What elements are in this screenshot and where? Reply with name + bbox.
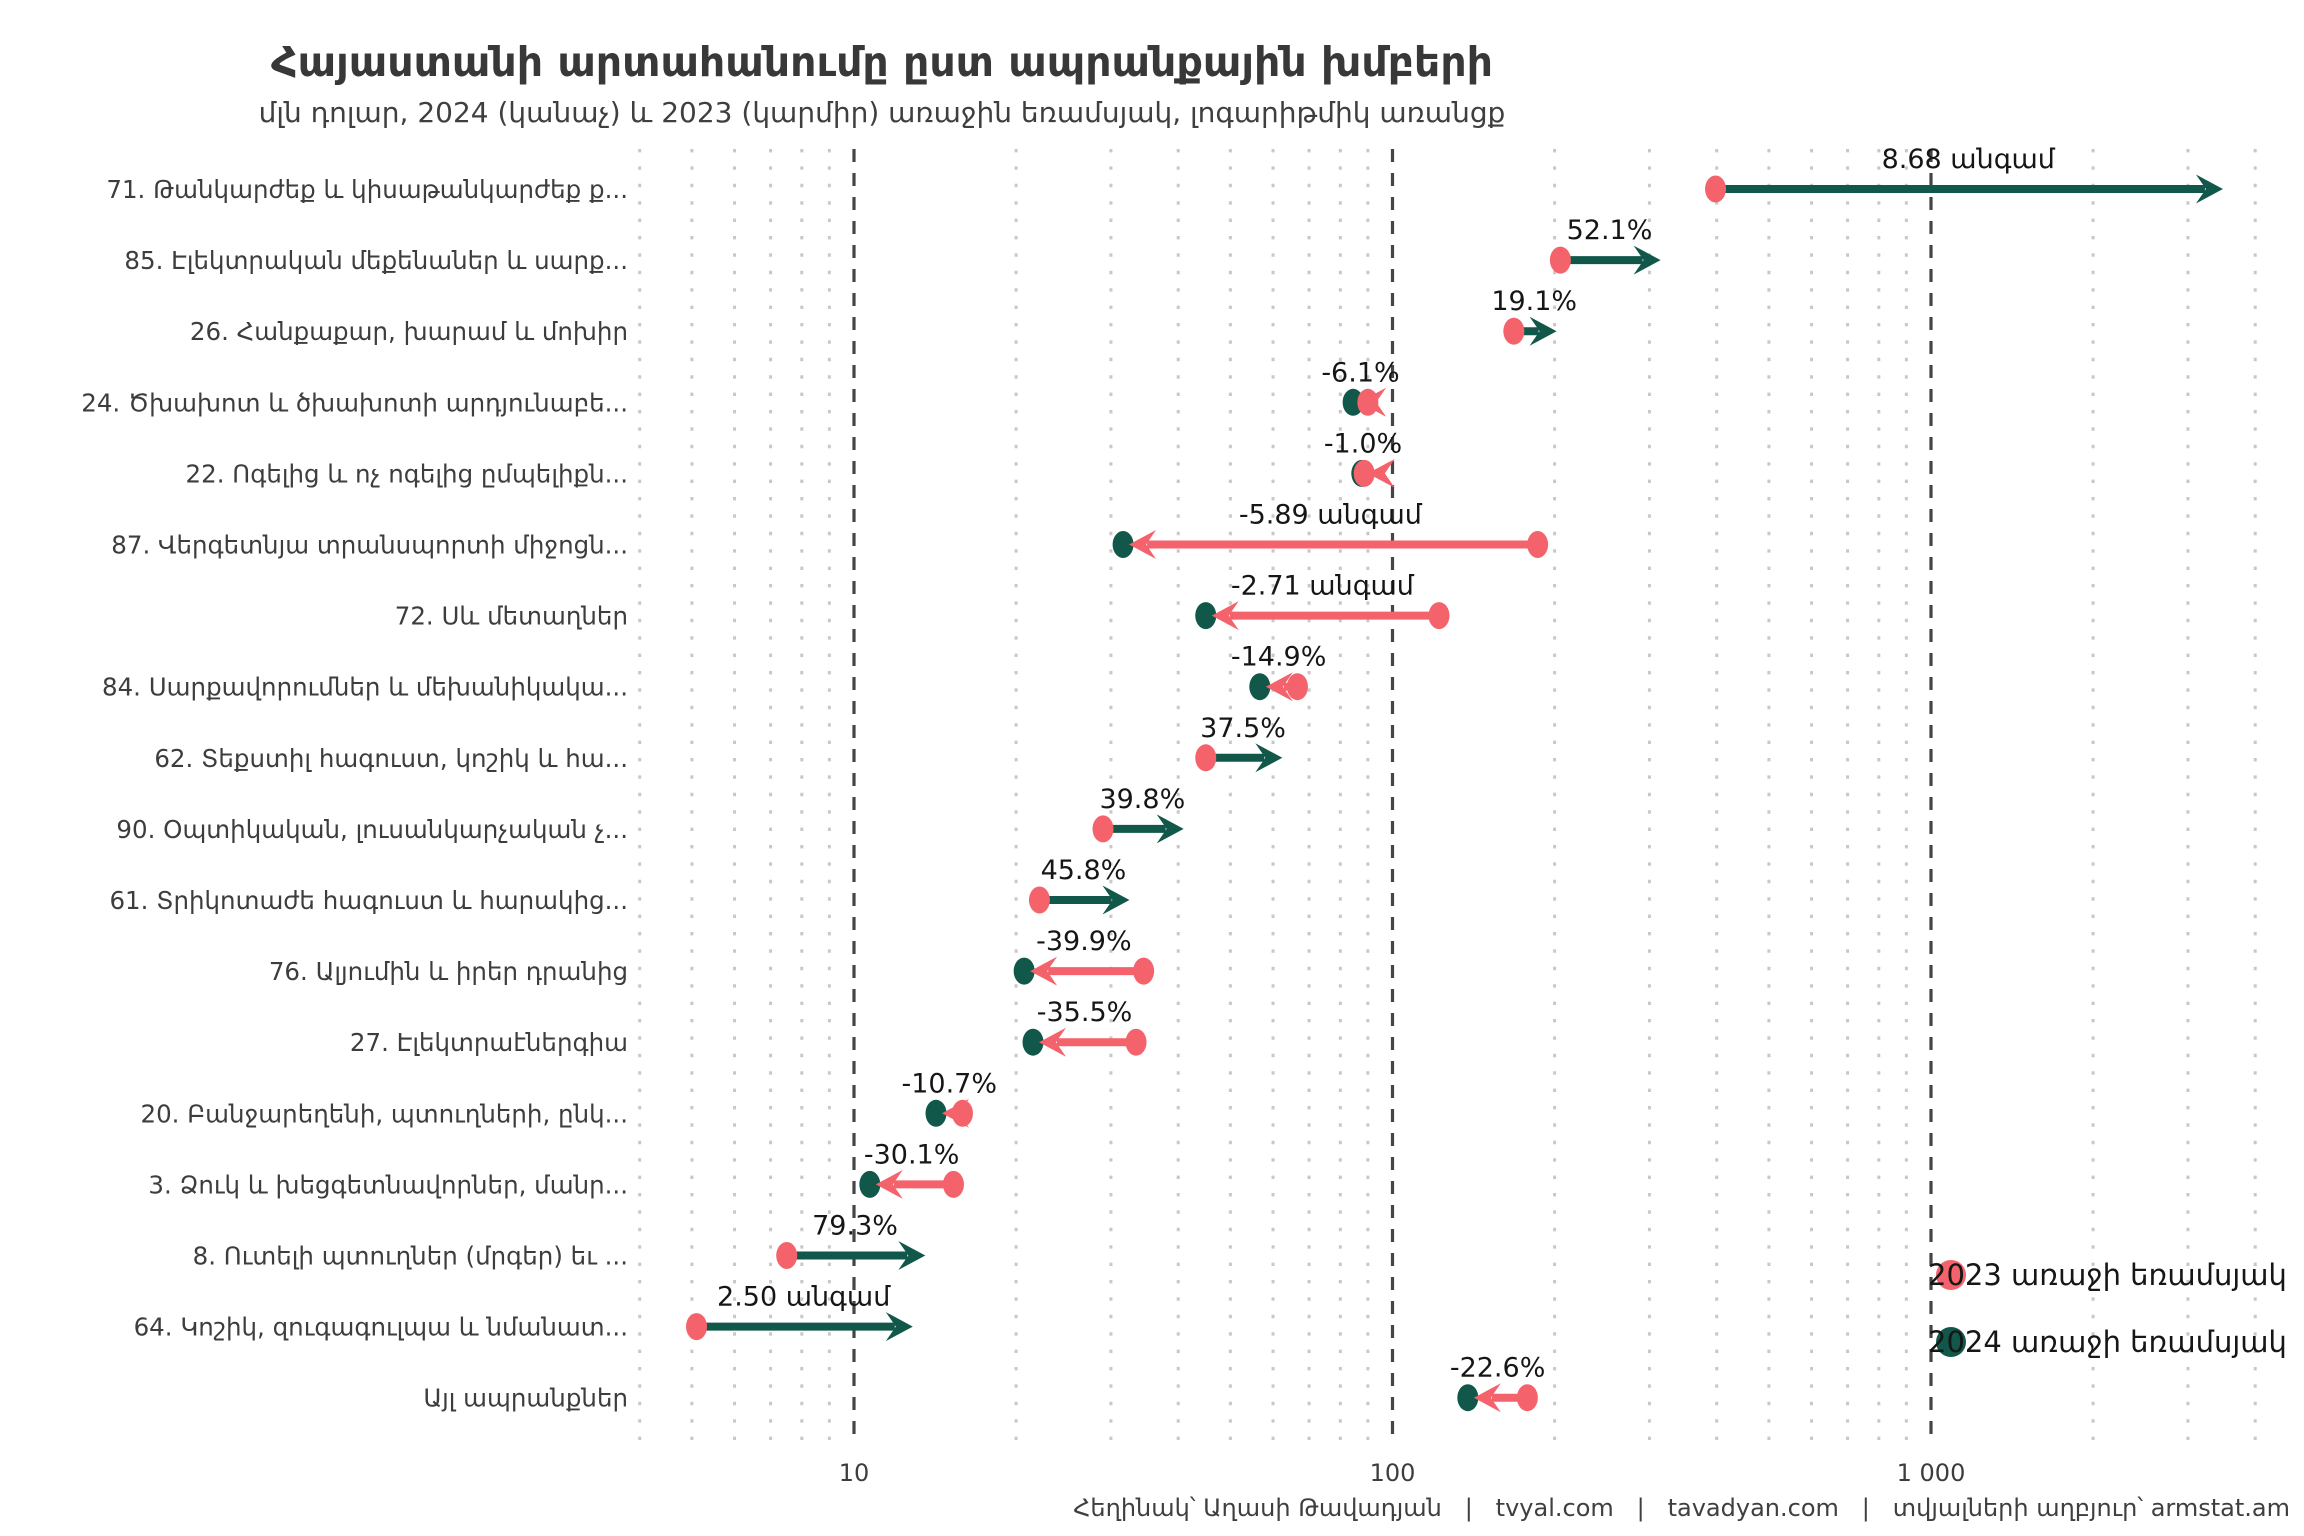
arrowhead-2023-icon bbox=[1367, 458, 1395, 488]
change-label: 79.3% bbox=[812, 1211, 898, 1242]
dot-2024 bbox=[1195, 602, 1217, 630]
x-tick-label: 10 bbox=[839, 1459, 870, 1487]
change-label: 45.8% bbox=[1041, 855, 1127, 886]
category-label: 90. Օպտիկական, լուսանկարչական չ... bbox=[116, 815, 628, 844]
arrowhead-2023-icon bbox=[1039, 1027, 1067, 1057]
category-label: 8. Ուտելի պտուղներ (մրգեր) եւ ... bbox=[193, 1242, 628, 1271]
x-tick-label: 1 000 bbox=[1897, 1459, 1966, 1487]
dot-2024 bbox=[1249, 673, 1271, 701]
category-label: 85. Էլեկտրական մեքենաներ և սարք... bbox=[124, 246, 628, 275]
category-label: Այլ ապրանքներ bbox=[423, 1384, 628, 1413]
chart-subtitle: մլն դոլար, 2024 (կանաչ) և 2023 (կարմիր) … bbox=[258, 96, 1506, 129]
category-label: 61. Տրիկոտաժե հագուստ և հարակից... bbox=[109, 886, 628, 915]
change-label: -5.89 անգամ bbox=[1239, 500, 1423, 531]
change-label: 19.1% bbox=[1491, 286, 1577, 317]
category-label: 76. Ալյումին և իրեր դրանից bbox=[269, 957, 628, 986]
dot-2023 bbox=[1092, 815, 1114, 843]
dot-2023 bbox=[686, 1313, 708, 1341]
footer-credits: Հեղինակ՝ Աղասի Թավադյան | tvyal.com | ta… bbox=[1073, 1494, 2290, 1522]
dot-2023 bbox=[1195, 744, 1217, 772]
dot-2024 bbox=[1022, 1028, 1044, 1056]
dot-2023 bbox=[942, 1170, 964, 1198]
dot-2023 bbox=[1353, 459, 1375, 487]
change-label: -10.7% bbox=[901, 1068, 997, 1099]
change-label: -35.5% bbox=[1037, 997, 1133, 1028]
arrowhead-2024-icon bbox=[1529, 316, 1557, 346]
category-label: 84. Սարքավորումներ և մեխանիկակա... bbox=[102, 673, 628, 702]
category-label: 72. Սև մետաղներ bbox=[395, 602, 628, 631]
arrowhead-2024-icon bbox=[898, 1241, 926, 1270]
dot-2023 bbox=[1428, 602, 1450, 630]
chart-title: Հայաստանի արտահանումը ըստ ապրանքային խմբ… bbox=[270, 38, 1494, 86]
legend-item-2023: 2023 առաջի եռամսյակ bbox=[1928, 1258, 2287, 1298]
category-label: 27. Էլեկտրաէներգիա bbox=[350, 1028, 628, 1057]
change-label: -6.1% bbox=[1321, 357, 1399, 388]
dot-2023 bbox=[1286, 673, 1308, 701]
change-label: -1.0% bbox=[1324, 428, 1402, 459]
arrowhead-2024-icon bbox=[2195, 174, 2223, 204]
category-label: 26. Հանքաքար, խարամ և մոխիր bbox=[190, 317, 628, 346]
arrowhead-2023-icon bbox=[1030, 956, 1058, 986]
category-label: 3. Ձուկ և խեցգետնավորներ, մանր... bbox=[148, 1170, 628, 1199]
category-label: 24. Ծխախոտ և ծխախոտի արդյունաբե... bbox=[81, 388, 628, 417]
dot-2023 bbox=[1125, 1028, 1147, 1056]
dot-2023 bbox=[951, 1099, 973, 1127]
arrowhead-2024-icon bbox=[885, 1312, 913, 1342]
change-label: -14.9% bbox=[1231, 642, 1327, 673]
category-label: 64. Կոշիկ, զուգագուլպա և նմանատ... bbox=[134, 1313, 628, 1342]
arrowhead-2023-icon bbox=[875, 1169, 903, 1199]
x-tick-label: 100 bbox=[1370, 1459, 1416, 1487]
change-label: 52.1% bbox=[1567, 215, 1653, 246]
dot-2023 bbox=[1133, 957, 1155, 985]
legend-label-2024: 2024 առաջի եռամսյակ bbox=[1928, 1325, 2287, 1359]
category-label: 62. Տեքստիլ հագուստ, կոշիկ և հա... bbox=[154, 744, 628, 773]
dot-2023 bbox=[1705, 175, 1727, 203]
change-label: -39.9% bbox=[1036, 926, 1132, 957]
legend-dot-2023-icon bbox=[1936, 1260, 1966, 1290]
arrowhead-2023-icon bbox=[1473, 1383, 1501, 1413]
change-label: 37.5% bbox=[1200, 713, 1286, 744]
category-label: 71. Թանկարժեք և կիսաթանկարժեք ք... bbox=[106, 175, 628, 204]
category-label: 22. Ոգելից և ոչ ոգելից ըմպելիքն... bbox=[186, 459, 628, 488]
category-label: 20. Բանջարեղենի, պտուղների, ընկ... bbox=[141, 1099, 629, 1128]
dot-2024 bbox=[1013, 957, 1035, 985]
dot-2024 bbox=[1342, 388, 1364, 416]
dot-2023 bbox=[776, 1242, 798, 1269]
change-label: 39.8% bbox=[1099, 784, 1185, 815]
arrowhead-2023-icon bbox=[1129, 530, 1157, 559]
dot-2023 bbox=[1516, 1384, 1538, 1412]
arrowhead-2024-icon bbox=[1633, 245, 1661, 275]
arrowhead-2023-icon bbox=[1265, 672, 1293, 702]
dot-2023 bbox=[1527, 531, 1549, 558]
dot-2023 bbox=[1503, 317, 1525, 345]
arrowhead-2024-icon bbox=[1102, 885, 1130, 915]
change-label: -22.6% bbox=[1450, 1353, 1546, 1384]
arrowhead-2024-icon bbox=[1255, 743, 1283, 773]
legend-item-2024: 2024 առաջի եռամսյակ bbox=[1928, 1325, 2287, 1365]
change-label: 2.50 անգամ bbox=[717, 1282, 891, 1313]
dot-2023 bbox=[1028, 886, 1050, 914]
arrowhead-2023-icon bbox=[1211, 601, 1239, 631]
legend-dot-2024-icon bbox=[1936, 1327, 1966, 1357]
dot-2023 bbox=[1549, 246, 1571, 274]
dot-2024 bbox=[925, 1099, 947, 1127]
dot-2024 bbox=[1112, 531, 1134, 558]
change-label: -30.1% bbox=[864, 1139, 960, 1170]
dot-2023 bbox=[1357, 388, 1379, 416]
dot-2024 bbox=[1457, 1384, 1479, 1412]
category-label: 87. Վերգետնյա տրանսպորտի միջոցն... bbox=[111, 531, 628, 560]
legend-label-2023: 2023 առաջի եռամսյակ bbox=[1928, 1258, 2287, 1292]
change-label: 8.68 անգամ bbox=[1882, 144, 2056, 175]
change-label: -2.71 անգամ bbox=[1231, 571, 1415, 602]
dot-2024 bbox=[859, 1170, 881, 1198]
arrowhead-2024-icon bbox=[1156, 814, 1184, 844]
